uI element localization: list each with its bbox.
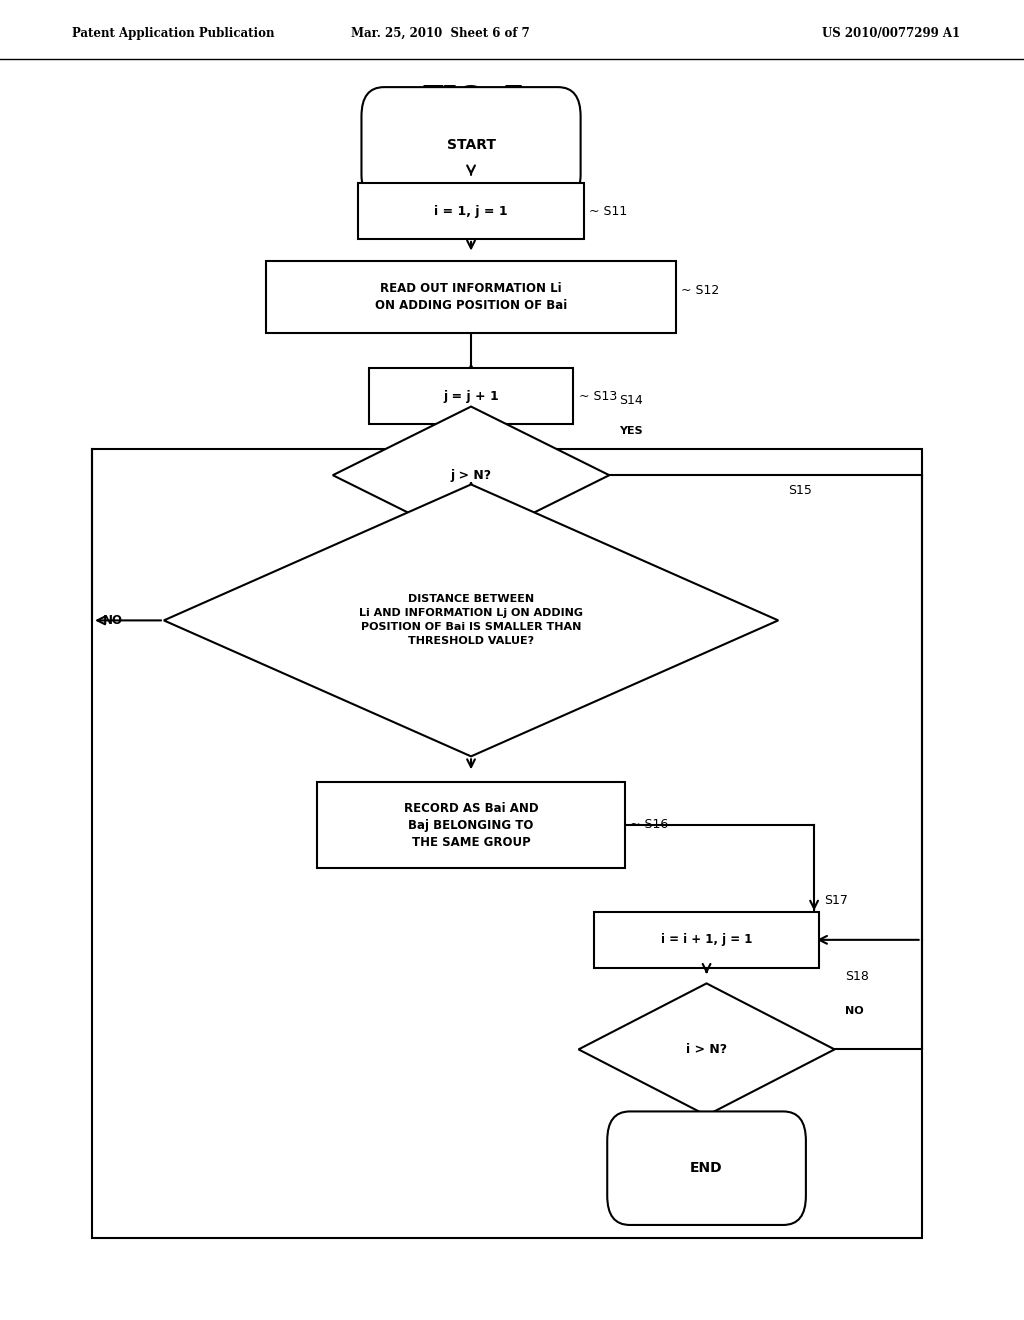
Text: US 2010/0077299 A1: US 2010/0077299 A1 <box>822 26 959 40</box>
Bar <box>92 449 922 1238</box>
Text: j = j + 1: j = j + 1 <box>443 389 499 403</box>
FancyBboxPatch shape <box>607 1111 806 1225</box>
Text: ~ S12: ~ S12 <box>681 284 719 297</box>
Polygon shape <box>164 484 778 756</box>
Bar <box>358 183 584 239</box>
Text: i > N?: i > N? <box>686 1043 727 1056</box>
Bar <box>369 368 573 424</box>
Text: ~ S13: ~ S13 <box>579 389 616 403</box>
Polygon shape <box>579 983 835 1115</box>
Text: RECORD AS Bai AND
Baj BELONGING TO
THE SAME GROUP: RECORD AS Bai AND Baj BELONGING TO THE S… <box>403 801 539 849</box>
Text: ~ S16: ~ S16 <box>630 818 668 832</box>
Text: READ OUT INFORMATION Li
ON ADDING POSITION OF Bai: READ OUT INFORMATION Li ON ADDING POSITI… <box>375 282 567 312</box>
Text: S15: S15 <box>788 484 812 498</box>
Text: Patent Application Publication: Patent Application Publication <box>72 26 274 40</box>
Text: END: END <box>690 1162 723 1175</box>
Text: j > N?: j > N? <box>451 469 492 482</box>
Text: S18: S18 <box>845 970 868 983</box>
Text: YES: YES <box>483 783 507 793</box>
Bar <box>317 781 625 869</box>
Text: NO: NO <box>483 573 502 583</box>
Text: YES: YES <box>620 425 643 436</box>
Text: i = i + 1, j = 1: i = i + 1, j = 1 <box>660 933 753 946</box>
Text: YES: YES <box>719 1142 742 1152</box>
FancyBboxPatch shape <box>361 87 581 203</box>
Text: i = 1, j = 1: i = 1, j = 1 <box>434 205 508 218</box>
Text: S17: S17 <box>824 894 848 907</box>
Text: Mar. 25, 2010  Sheet 6 of 7: Mar. 25, 2010 Sheet 6 of 7 <box>351 26 529 40</box>
Text: FIG. 7: FIG. 7 <box>420 83 522 115</box>
Bar <box>266 260 676 333</box>
Bar <box>594 912 819 968</box>
Text: START: START <box>446 139 496 152</box>
Text: S14: S14 <box>620 393 643 407</box>
Text: DISTANCE BETWEEN
Li AND INFORMATION Lj ON ADDING
POSITION OF Bai IS SMALLER THAN: DISTANCE BETWEEN Li AND INFORMATION Lj O… <box>359 594 583 647</box>
Text: NO: NO <box>845 1006 863 1016</box>
Polygon shape <box>333 407 609 544</box>
Text: NO: NO <box>102 614 123 627</box>
Text: ~ S11: ~ S11 <box>589 205 627 218</box>
